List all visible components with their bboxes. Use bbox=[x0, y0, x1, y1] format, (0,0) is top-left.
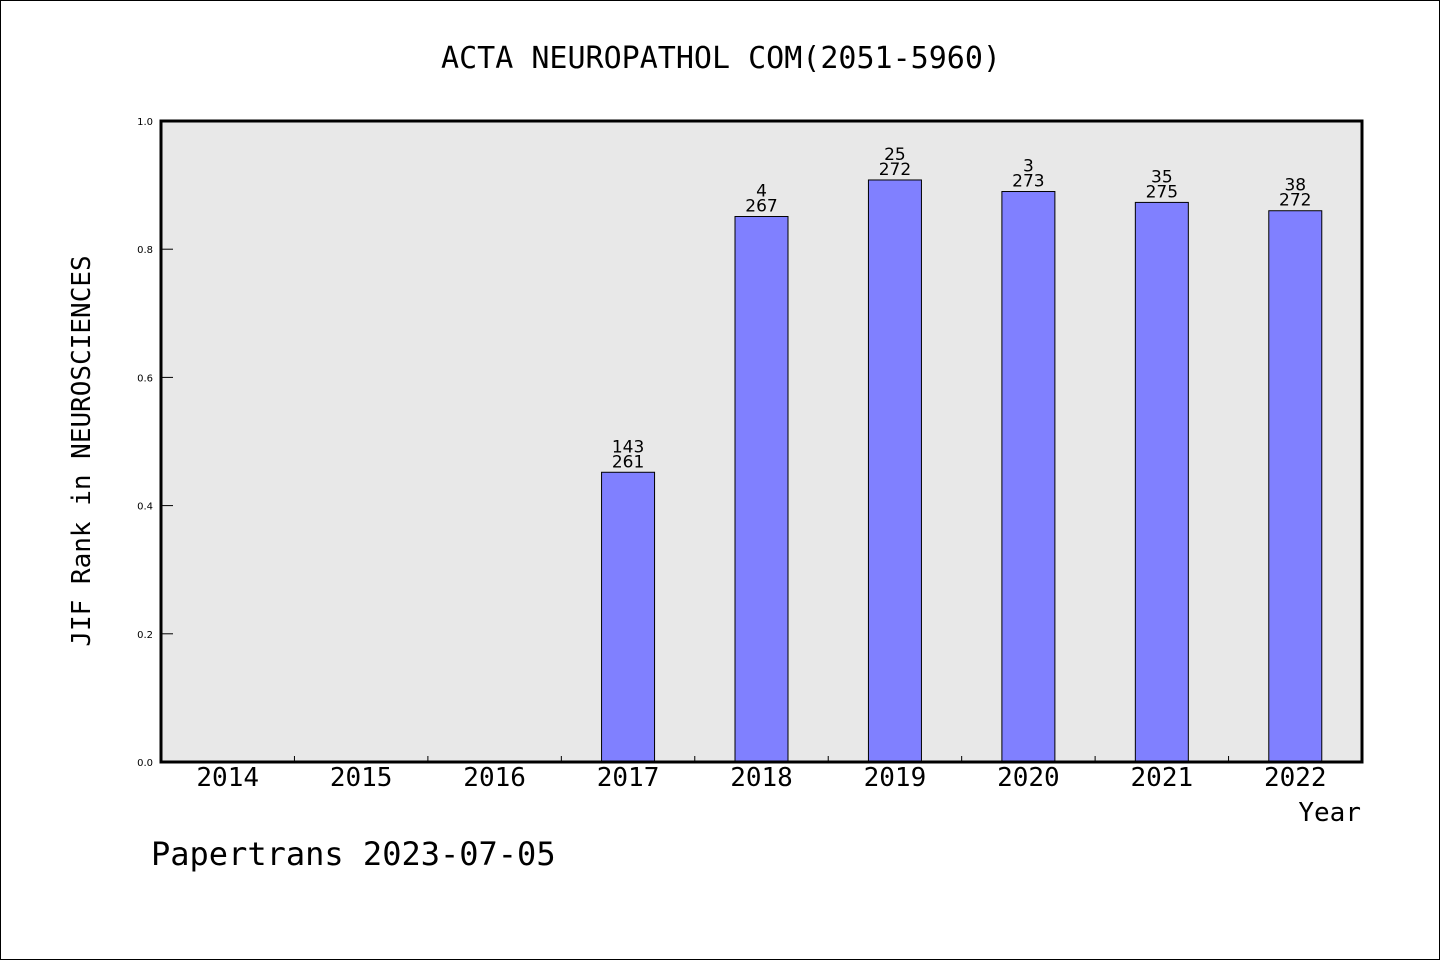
bar-rank-label-2020: 3 bbox=[1023, 157, 1034, 177]
bar-rank-label-2022: 38 bbox=[1284, 176, 1306, 196]
bar-2019 bbox=[867, 179, 922, 763]
chart-title: ACTA NEUROPATHOL COM(2051-5960) bbox=[441, 41, 1001, 76]
bar-total-label-2019: 272 bbox=[879, 160, 911, 180]
x-tick-label-2014: 2014 bbox=[196, 763, 259, 793]
bar-rank-label-2018: 4 bbox=[756, 182, 767, 202]
x-tick-label-2016: 2016 bbox=[463, 763, 526, 793]
x-axis-ticks: 2014 2015 2016 2017 2018 2019 2020 2021 2022 bbox=[196, 756, 1327, 793]
plot-border bbox=[159, 119, 1364, 764]
bar-2021 bbox=[1134, 201, 1189, 763]
footer-credit: Papertrans 2023-07-05 bbox=[151, 835, 556, 873]
y-tick-label-0.8: 0.8 bbox=[137, 245, 153, 256]
y-tick-label-0.4: 0.4 bbox=[137, 502, 153, 513]
x-tick-label-2020: 2020 bbox=[997, 763, 1060, 793]
y-axis-label: JIF Rank in NEUROSCIENCES bbox=[67, 255, 97, 646]
x-axis-label: Year bbox=[1298, 798, 1361, 828]
x-tick-label-2018: 2018 bbox=[730, 763, 793, 793]
x-tick-label-2017: 2017 bbox=[597, 763, 660, 793]
bar-2018 bbox=[734, 216, 789, 763]
bar-total-label-2020: 273 bbox=[1012, 172, 1044, 192]
bar-rank-label-2017: 143 bbox=[612, 437, 644, 457]
x-tick-label-2021: 2021 bbox=[1131, 763, 1194, 793]
y-tick-label-0.0: 0.0 bbox=[137, 758, 153, 769]
bar-total-label-2018: 267 bbox=[745, 197, 777, 217]
y-tick-label-1.0: 1.0 bbox=[137, 117, 153, 128]
y-tick-label-0.6: 0.6 bbox=[137, 373, 153, 384]
bar-total-label-2017: 261 bbox=[612, 452, 644, 472]
x-tick-label-2022: 2022 bbox=[1264, 763, 1327, 793]
x-tick-label-2015: 2015 bbox=[330, 763, 393, 793]
bar-rank-label-2019: 25 bbox=[884, 145, 906, 165]
bar-total-label-2021: 275 bbox=[1146, 182, 1178, 202]
bar-rank-label-2021: 35 bbox=[1151, 167, 1173, 187]
y-tick-label-0.2: 0.2 bbox=[137, 630, 153, 641]
bar-total-label-2022: 272 bbox=[1279, 191, 1311, 211]
bar-2020 bbox=[1001, 191, 1056, 763]
bar-2022 bbox=[1268, 210, 1323, 763]
x-tick-label-2019: 2019 bbox=[864, 763, 927, 793]
bar-2017 bbox=[601, 471, 656, 763]
